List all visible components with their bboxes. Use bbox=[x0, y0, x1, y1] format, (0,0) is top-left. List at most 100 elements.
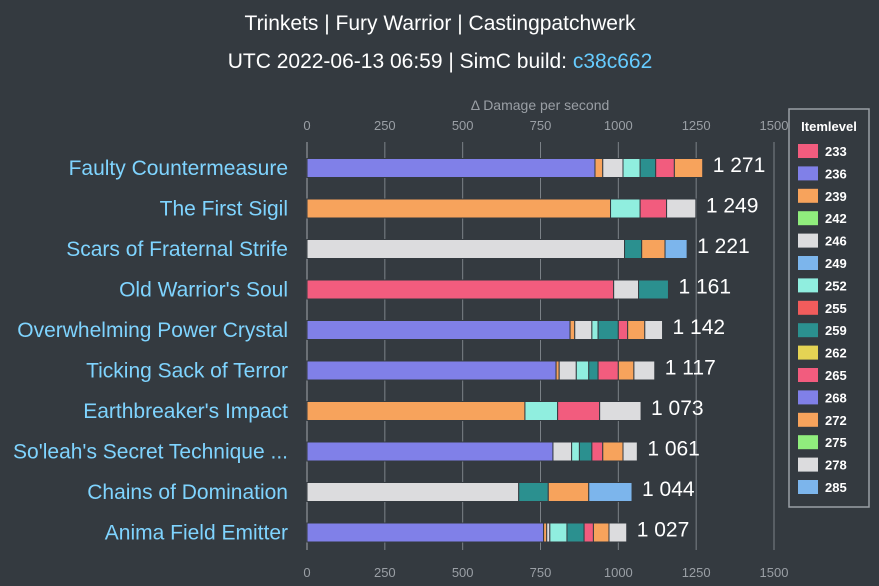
simc-build-link[interactable]: c38c662 bbox=[573, 50, 652, 73]
bar-group[interactable] bbox=[306, 279, 669, 300]
bar-segment[interactable] bbox=[622, 158, 641, 178]
legend-item[interactable]: 233 bbox=[798, 144, 847, 159]
bar-segment[interactable] bbox=[610, 198, 641, 219]
bar-segment[interactable] bbox=[622, 441, 638, 462]
x-tick-label-bottom: 0 bbox=[303, 565, 310, 580]
bar-segment[interactable] bbox=[578, 441, 593, 462]
bar-segment[interactable] bbox=[306, 320, 571, 340]
bar-segment[interactable] bbox=[588, 360, 599, 381]
bar-segment[interactable] bbox=[547, 482, 590, 502]
bar-group[interactable] bbox=[306, 320, 664, 340]
bar-segment[interactable] bbox=[673, 158, 704, 178]
total-label: 1 221 bbox=[697, 235, 750, 258]
bar-segment[interactable] bbox=[518, 482, 549, 502]
bar-segment[interactable] bbox=[306, 158, 596, 178]
bar-segment[interactable] bbox=[306, 239, 626, 259]
bar-segment[interactable] bbox=[558, 360, 577, 381]
bar-segment[interactable] bbox=[617, 320, 629, 340]
legend-item[interactable]: 265 bbox=[798, 368, 847, 383]
bar-segment[interactable] bbox=[591, 320, 599, 340]
bar-segment[interactable] bbox=[592, 522, 610, 543]
bar-group[interactable] bbox=[306, 158, 704, 178]
legend-item[interactable]: 242 bbox=[798, 211, 847, 226]
bar-segment[interactable] bbox=[641, 239, 666, 259]
bar-segment[interactable] bbox=[602, 441, 624, 462]
legend-item[interactable]: 268 bbox=[798, 390, 847, 405]
bar-segment[interactable] bbox=[664, 239, 688, 259]
bar-segment[interactable] bbox=[594, 158, 604, 178]
bar-segment[interactable] bbox=[574, 320, 593, 340]
category-label: Earthbreaker's Impact bbox=[83, 400, 288, 423]
legend-item[interactable]: 239 bbox=[798, 188, 847, 204]
legend-item[interactable]: 262 bbox=[798, 345, 847, 361]
legend-item[interactable]: 249 bbox=[798, 256, 847, 271]
bar-segment[interactable] bbox=[617, 360, 635, 381]
bar-group[interactable] bbox=[306, 441, 638, 462]
legend-item[interactable]: 246 bbox=[798, 233, 847, 249]
bar-segment[interactable] bbox=[569, 320, 576, 340]
bar-group[interactable] bbox=[306, 198, 697, 219]
legend-label: 255 bbox=[825, 301, 847, 316]
x-tick-label-bottom: 1500 bbox=[760, 565, 789, 580]
bar-segment[interactable] bbox=[633, 360, 656, 381]
bar-segment[interactable] bbox=[306, 198, 612, 219]
bar-segment[interactable] bbox=[608, 522, 628, 543]
bar-segment[interactable] bbox=[524, 401, 559, 421]
legend-label: 265 bbox=[825, 368, 847, 383]
x-tick-label-bottom: 500 bbox=[452, 565, 474, 580]
bar-segment[interactable] bbox=[597, 360, 619, 381]
bar-segment[interactable] bbox=[613, 279, 640, 300]
bar-segment[interactable] bbox=[599, 401, 642, 421]
bar-segment[interactable] bbox=[627, 320, 646, 340]
bar-segment[interactable] bbox=[583, 522, 594, 543]
category-label: Anima Field Emitter bbox=[105, 522, 288, 545]
x-axis-ticks-bottom: 0 250 500 750 1000 1250 1500 bbox=[303, 565, 788, 580]
bar-segment[interactable] bbox=[644, 320, 664, 340]
legend-label: 259 bbox=[825, 323, 847, 338]
bar-segment[interactable] bbox=[306, 482, 520, 502]
bar-segment[interactable] bbox=[597, 320, 619, 340]
category-label: Faulty Countermeasure bbox=[69, 157, 288, 180]
bar-segment[interactable] bbox=[306, 279, 615, 300]
bar-segment[interactable] bbox=[571, 441, 580, 462]
x-tick-label-bottom: 750 bbox=[530, 565, 552, 580]
category-label: Chains of Domination bbox=[87, 481, 288, 504]
bar-segment[interactable] bbox=[566, 522, 585, 543]
bar-segment[interactable] bbox=[666, 198, 697, 219]
bar-group[interactable] bbox=[306, 360, 656, 381]
legend-item[interactable]: 278 bbox=[798, 457, 847, 473]
bar-segment[interactable] bbox=[588, 482, 633, 502]
bar-segment[interactable] bbox=[306, 360, 557, 381]
bar-segment[interactable] bbox=[306, 401, 526, 421]
bar-segment[interactable] bbox=[549, 522, 568, 543]
legend-label: 268 bbox=[825, 390, 847, 405]
bar-segment[interactable] bbox=[638, 279, 669, 300]
x-tick-label-top: 750 bbox=[530, 118, 552, 133]
bar-segment[interactable] bbox=[591, 441, 604, 462]
x-axis-title: Δ Damage per second bbox=[471, 97, 610, 113]
legend-item[interactable]: 252 bbox=[798, 278, 847, 293]
bar-segment[interactable] bbox=[557, 401, 601, 421]
bar-group[interactable] bbox=[306, 522, 628, 543]
legend-item[interactable]: 275 bbox=[798, 435, 847, 450]
legend-item[interactable]: 236 bbox=[798, 166, 847, 181]
bar-segment[interactable] bbox=[602, 158, 624, 178]
legend-item[interactable]: 272 bbox=[798, 412, 847, 428]
legend-label: 252 bbox=[825, 278, 847, 293]
bar-group[interactable] bbox=[306, 482, 633, 502]
bars bbox=[306, 158, 704, 543]
bar-group[interactable] bbox=[306, 239, 688, 259]
bar-group[interactable] bbox=[306, 401, 642, 421]
bar-segment[interactable] bbox=[624, 239, 643, 259]
bar-segment[interactable] bbox=[306, 441, 554, 462]
legend-item[interactable]: 285 bbox=[798, 480, 847, 495]
bar-segment[interactable] bbox=[655, 158, 675, 178]
x-tick-label-top: 1500 bbox=[760, 118, 789, 133]
bar-segment[interactable] bbox=[552, 441, 573, 462]
legend-item[interactable]: 255 bbox=[798, 300, 847, 316]
bar-segment[interactable] bbox=[639, 198, 668, 219]
bar-segment[interactable] bbox=[639, 158, 657, 178]
bar-segment[interactable] bbox=[306, 522, 545, 543]
bar-segment[interactable] bbox=[575, 360, 590, 381]
legend-item[interactable]: 259 bbox=[798, 323, 847, 338]
